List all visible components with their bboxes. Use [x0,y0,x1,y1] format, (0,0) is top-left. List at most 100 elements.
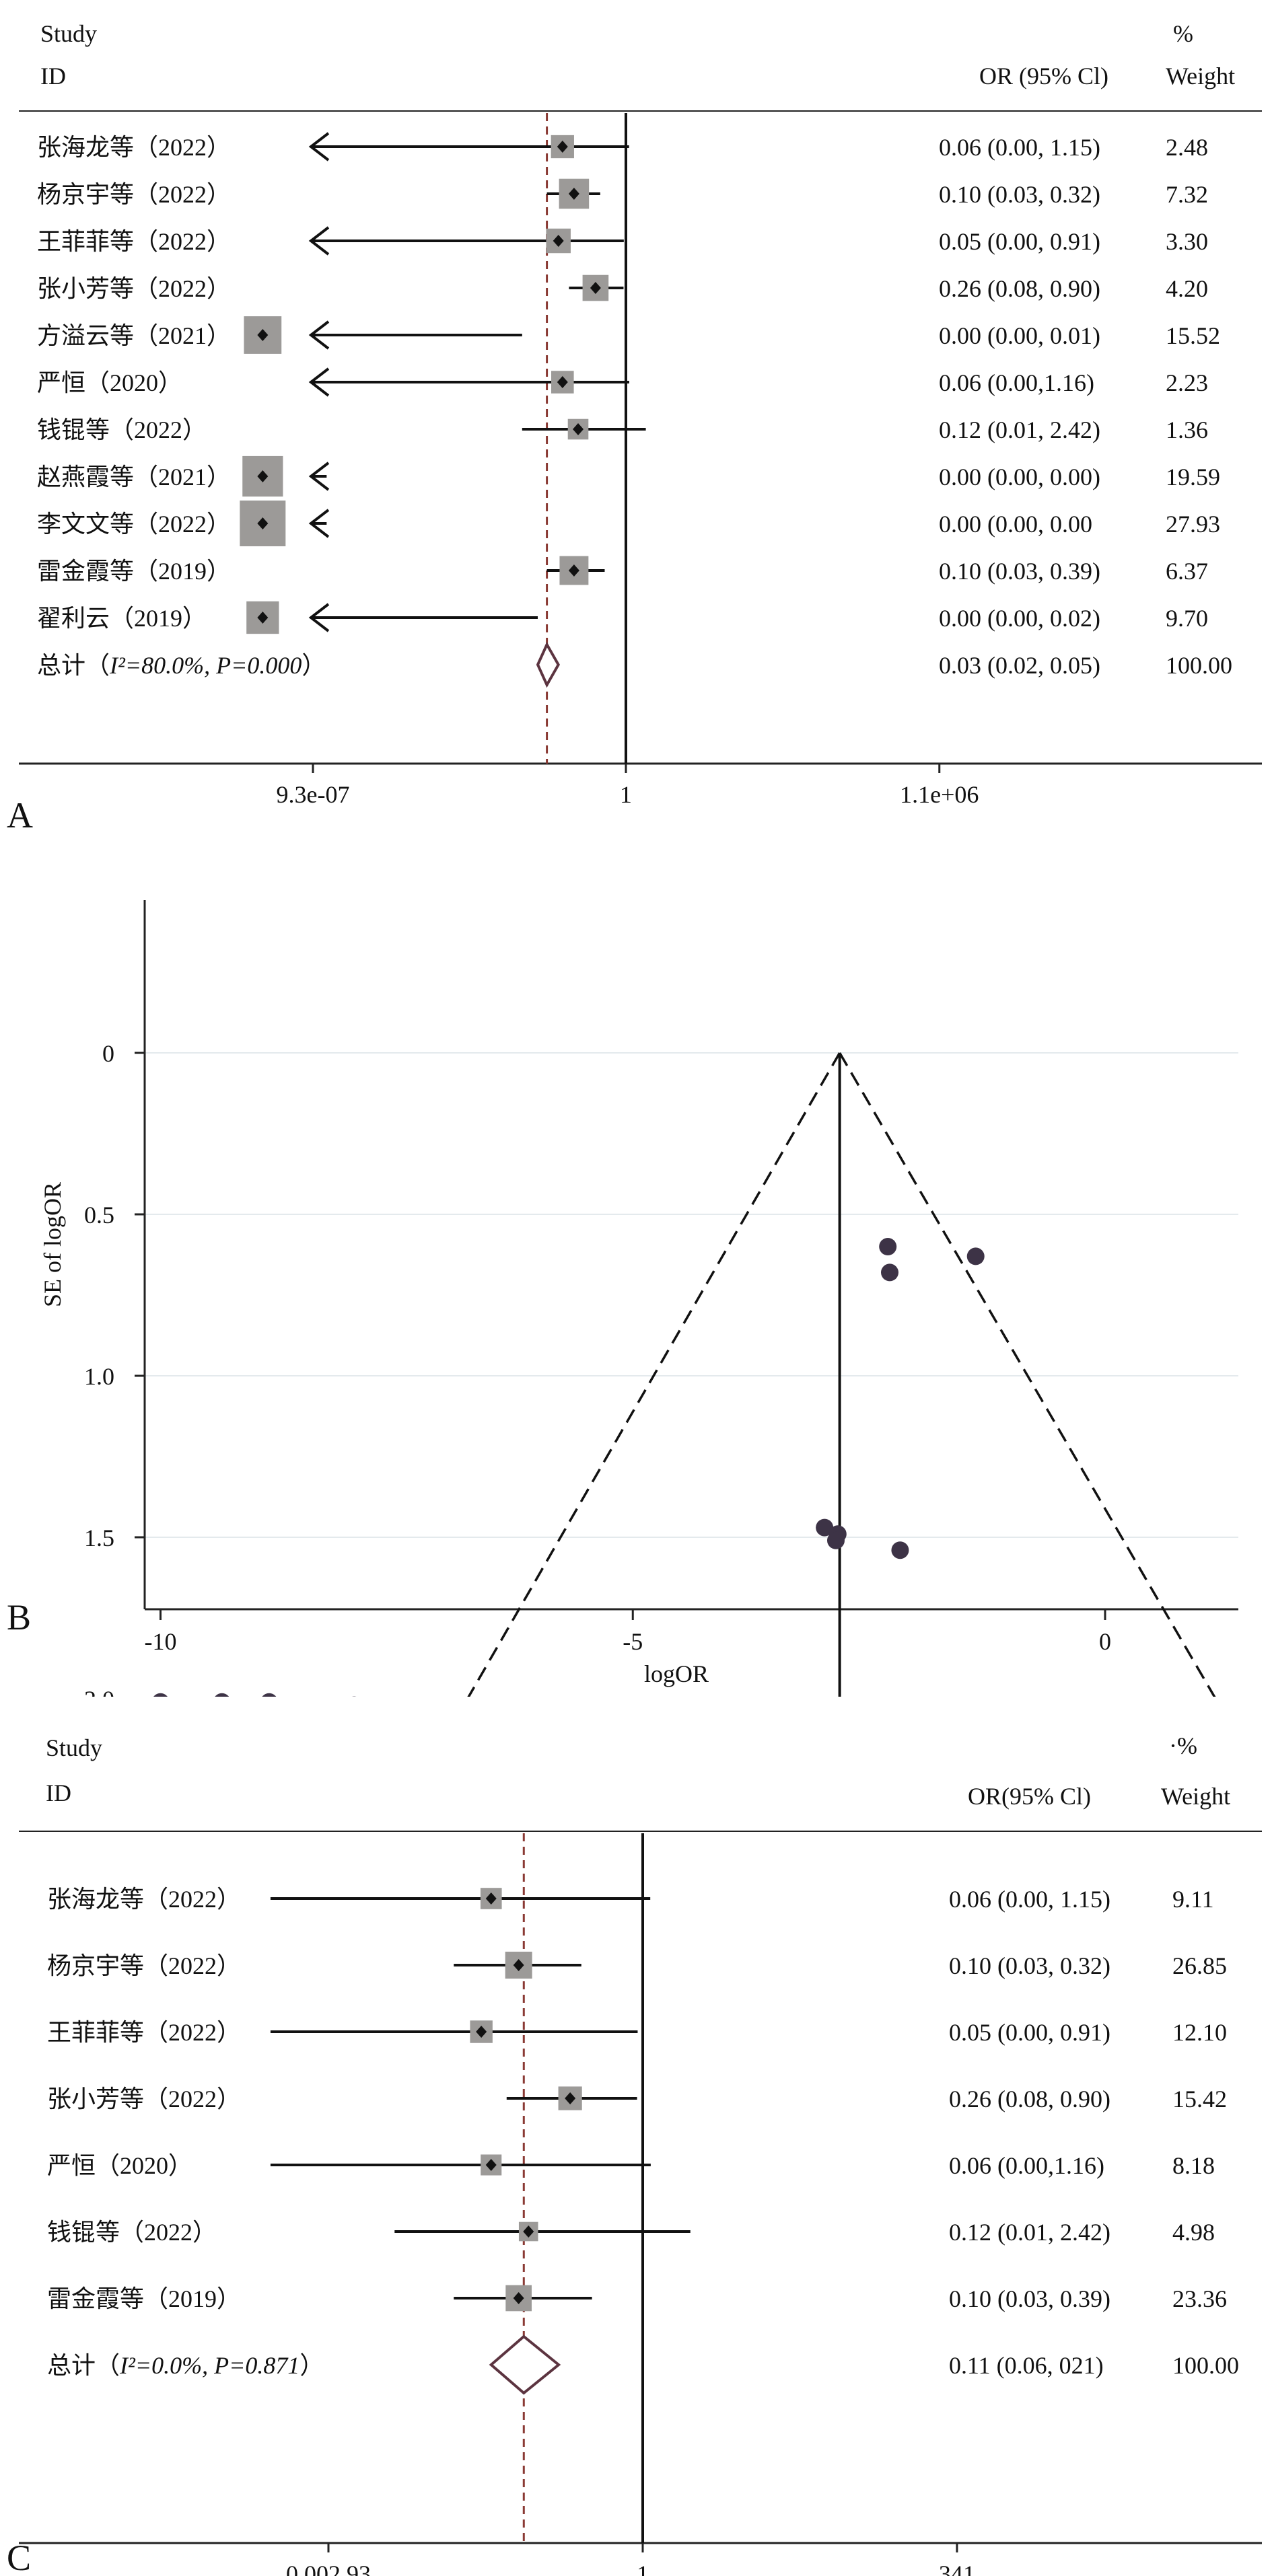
study-point [816,1518,834,1537]
weight-text: 7.32 [1166,181,1208,208]
point-estimate [476,2026,487,2038]
point-estimate [523,2225,534,2238]
overall-p: P=0.000 [215,652,302,679]
study-label: 张小芳等（2022） [47,2086,241,2112]
header-or: OR(95% Cl) [968,1783,1091,1810]
funnel-plot-b: 0 0.5 1.0 1.5 2.0 -10 -5 0 logOR SE of logOR B [0,848,1272,1697]
point-estimate [557,141,568,153]
y-tick-label: 2.0 [84,1686,114,1697]
weight-text: 4.20 [1166,275,1208,302]
study-point [262,1693,277,1697]
study-row: 雷金霞等（2019） 0.10 (0.03, 0.39) 23.36 [47,2285,1227,2312]
point-estimate [485,1892,497,1905]
or-ci-text: 0.26 (0.08, 0.90) [949,2086,1110,2112]
point-estimate [568,564,579,577]
or-ci-text: 0.12 (0.01, 2.42) [949,2219,1110,2246]
study-label: 杨京宇等（2022） [37,181,231,208]
header-or: OR (95% Cl) [979,63,1108,89]
point-estimate [568,188,579,200]
overall-row: 总计（I²=80.0%, P=0.000） 0.03 (0.02, 0.05) 10… [37,641,1232,688]
point-estimate [257,329,269,341]
ci-arrow [308,226,330,256]
or-ci-text: 0.06 (0.00,1.16) [939,369,1094,396]
point-estimate [553,235,564,247]
study-label: 张海龙等（2022） [47,1886,241,1913]
point-estimate [565,2092,576,2104]
panel-label-b: B [7,1597,31,1637]
study-row: 方溢云等（2021） 0.00 (0.00, 0.01) 15.52 [37,316,1220,354]
x-tick-label: 341 [939,2561,975,2576]
weight-text: 15.42 [1172,2086,1227,2112]
panel-label-a: A [7,795,33,836]
or-ci-text: 0.05 (0.00, 0.91) [949,2019,1110,2046]
study-row: 雷金霞等（2019） 0.10 (0.03, 0.39) 6.37 [37,556,1208,585]
or-ci-text: 0.10 (0.03, 0.39) [949,2285,1110,2312]
header-study: Study [40,20,97,47]
ci-arrow [308,509,330,538]
overall-label-post: ） [299,2352,324,2379]
x-tick-label: -5 [623,1628,643,1655]
study-row: 杨京宇等（2022） 0.10 (0.03, 0.32) 7.32 [37,178,1208,209]
study-row: 赵燕霞等（2021） 0.00 (0.00, 0.00) 19.59 [37,455,1220,497]
study-label: 雷金霞等（2019） [47,2285,241,2312]
ci-arrow [308,367,330,397]
study-label: 杨京宇等（2022） [47,1952,241,1979]
study-rows: 张海龙等（2022） 0.06 (0.00, 1.15) 9.11 杨京宇等（2022… [47,1886,1239,2395]
or-ci-text: 0.00 (0.00, 0.02) [939,605,1100,632]
study-points [153,1238,985,1697]
funnel-plot-b-svg: 0 0.5 1.0 1.5 2.0 -10 -5 0 logOR SE of logOR B [7,900,1238,1697]
study-label: 赵燕霞等（2021） [37,464,231,490]
grid-lines [145,1052,1238,1538]
or-ci-text: 0.00 (0.00, 0.00 [939,511,1092,538]
overall-label: 总计（I²=80.0%, P=0.000） [37,652,326,679]
study-label: 方溢云等（2021） [37,322,231,349]
weight-text: 12.10 [1172,2019,1227,2046]
overall-or-text: 0.11 (0.06, 021) [949,2352,1104,2379]
overall-row: 总计（I²=0.0%, P=0.871） 0.11 (0.06, 021) 100.… [47,2334,1239,2395]
x-axis-ticks: 9.3e-07 1 1.1e+06 [277,764,979,808]
study-point [153,1693,168,1697]
y-tick-label: 0.5 [84,1202,114,1228]
point-estimate [257,470,269,482]
point-estimate [485,2159,497,2171]
overall-diamond [536,641,560,688]
forest-plot-c: Study ID OR(95% Cl) ·% Weight 张海龙等（2022）… [0,1697,1272,2576]
point-estimate [513,1959,524,1971]
y-tick-label: 1.5 [84,1524,114,1551]
study-row: 钱锟等（2022） 0.12 (0.01, 2.42) 1.36 [37,416,1208,443]
weight-text: 1.36 [1166,416,1208,443]
weight-text: 26.85 [1172,1952,1227,1979]
study-point [827,1531,845,1549]
study-rows: 张海龙等（2022） 0.06 (0.00, 1.15) 2.48 杨京宇等（2022… [37,132,1232,688]
or-ci-text: 0.26 (0.08, 0.90) [939,275,1100,302]
funnel-right-boundary [839,1052,1216,1697]
header-percent: % [1173,20,1193,47]
header-weight: Weight [1161,1783,1230,1810]
or-ci-text: 0.00 (0.00, 0.00) [939,464,1100,490]
funnel-left-boundary [467,1052,841,1697]
study-label: 雷金霞等（2019） [37,558,231,585]
header-study: Study [46,1734,102,1761]
header-id: ID [40,63,66,89]
study-label: 王菲菲等（2022） [37,228,231,255]
or-ci-text: 0.10 (0.03, 0.39) [939,558,1100,585]
point-estimate [557,376,568,388]
study-row: 王菲菲等（2022） 0.05 (0.00, 0.91) 3.30 [37,226,1208,256]
study-label: 钱锟等（2022） [47,2219,217,2246]
overall-diamond [489,2334,561,2395]
study-label: 王菲菲等（2022） [47,2019,241,2046]
point-estimate [257,517,269,529]
weight-text: 3.30 [1166,228,1208,255]
study-row: 翟利云（2019） 0.00 (0.00, 0.02) 9.70 [37,601,1208,634]
x-tick-label: 0 [1099,1628,1111,1655]
x-tick-label: 0.002 93 [286,2561,371,2576]
forest-plot-a: Study ID OR (95% Cl) % Weight 张海龙等（2022）… [0,0,1272,848]
study-label: 严恒（2020） [47,2152,192,2179]
overall-or-text: 0.03 (0.02, 0.05) [939,652,1100,679]
study-row: 李文文等（2022） 0.00 (0.00, 0.00 27.93 [37,501,1220,546]
study-label: 张小芳等（2022） [37,275,231,302]
study-label: 张海龙等（2022） [37,134,231,161]
weight-text: 27.93 [1166,511,1220,538]
header-percent: ·% [1169,1732,1197,1759]
study-row: 王菲菲等（2022） 0.05 (0.00, 0.91) 12.10 [47,2019,1227,2046]
